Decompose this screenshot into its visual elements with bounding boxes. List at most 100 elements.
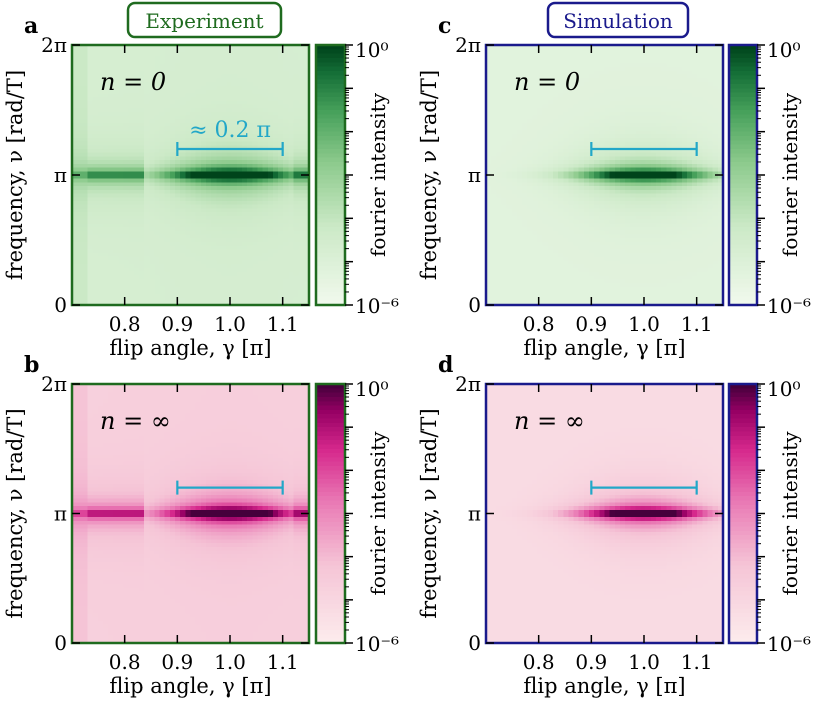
- heatmap-cell: [190, 156, 197, 161]
- heatmap-cell: [128, 561, 135, 566]
- heatmap-cell: [159, 435, 166, 441]
- heatmap-cell: [236, 111, 243, 117]
- heatmap-cell: [92, 67, 99, 72]
- heatmap-cell: [190, 108, 197, 113]
- heatmap-cell: [169, 230, 176, 236]
- heatmap-cell: [267, 186, 274, 191]
- heatmap-cell: [303, 171, 310, 176]
- heatmap-cell: [226, 163, 233, 169]
- heatmap-cell: [77, 506, 83, 511]
- heatmap-cell: [87, 111, 94, 117]
- heatmap-cell: [159, 290, 166, 295]
- heatmap-cell: [283, 119, 289, 124]
- heatmap-cell: [216, 67, 223, 72]
- heatmap-cell: [154, 279, 161, 284]
- heatmap-cell: [77, 275, 83, 280]
- heatmap-cell: [144, 606, 150, 611]
- heatmap-cell: [175, 204, 181, 210]
- heatmap-cell: [144, 238, 150, 243]
- heatmap-cell: [226, 267, 233, 273]
- heatmap-cell: [133, 48, 140, 54]
- heatmap-cell: [149, 245, 156, 250]
- heatmap-cell: [113, 130, 119, 135]
- heatmap-cell: [221, 130, 228, 135]
- heatmap-cell: [288, 238, 295, 243]
- heatmap-cell: [159, 126, 166, 132]
- heatmap-cell: [123, 67, 130, 72]
- heatmap-cell: [278, 256, 284, 262]
- heatmap-cell: [97, 428, 104, 433]
- heatmap-cell: [72, 219, 78, 224]
- heatmap-cell: [108, 557, 114, 563]
- heatmap-cell: [211, 234, 217, 239]
- heatmap-cell: [123, 554, 130, 559]
- heatmap-cell: [221, 115, 228, 120]
- heatmap-cell: [272, 230, 279, 236]
- heatmap-cell: [303, 253, 310, 258]
- heatmap-cell: [154, 458, 161, 463]
- heatmap-cell: [118, 398, 125, 404]
- heatmap-cell: [72, 186, 78, 191]
- heatmap-cell: [154, 439, 161, 444]
- heatmap-cell: [133, 509, 140, 515]
- heatmap-cell: [231, 156, 238, 161]
- heatmap-cell: [205, 234, 212, 239]
- heatmap-cell: [92, 78, 99, 83]
- heatmap-cell: [138, 126, 145, 132]
- heatmap-cell: [154, 163, 161, 169]
- heatmap-cell: [159, 524, 166, 529]
- heatmap-cell: [242, 186, 248, 191]
- heatmap-cell: [87, 602, 94, 607]
- heatmap-cell: [278, 156, 284, 161]
- heatmap-cell: [123, 495, 130, 500]
- heatmap-cell: [226, 85, 233, 91]
- heatmap-cell: [108, 89, 114, 94]
- heatmap-cell: [164, 598, 171, 603]
- heatmap-cell: [247, 111, 253, 117]
- heatmap-cell: [159, 137, 166, 143]
- heatmap-cell: [72, 85, 78, 91]
- heatmap-cell: [236, 104, 243, 109]
- heatmap-cell: [164, 458, 171, 463]
- heatmap-cell: [226, 156, 233, 161]
- heatmap-cell: [82, 543, 89, 548]
- heatmap-cell: [118, 513, 125, 518]
- heatmap-cell: [123, 59, 130, 65]
- heatmap-cell: [144, 483, 150, 489]
- heatmap-cell: [92, 413, 99, 418]
- heatmap-cell: [226, 119, 233, 124]
- heatmap-cell: [133, 435, 140, 441]
- heatmap-cell: [154, 59, 161, 65]
- heatmap-cell: [298, 78, 305, 83]
- heatmap-cell: [113, 175, 119, 180]
- heatmap-cell: [128, 223, 135, 228]
- heatmap-cell: [133, 52, 140, 57]
- heatmap-cell: [185, 249, 192, 254]
- heatmap-cell: [82, 639, 89, 644]
- heatmap-cell: [257, 227, 264, 232]
- heatmap-cell: [97, 594, 104, 600]
- heatmap-cell: [144, 145, 150, 150]
- heatmap-cell: [108, 93, 114, 98]
- heatmap-cell: [97, 260, 104, 265]
- heatmap-cell: [288, 89, 295, 94]
- heatmap-cell: [87, 71, 94, 76]
- heatmap-cell: [102, 606, 109, 611]
- heatmap-cell: [159, 391, 166, 396]
- heatmap-cell: [221, 63, 228, 68]
- heatmap-cell: [92, 454, 99, 459]
- heatmap-cell: [272, 152, 279, 158]
- heatmap-cell: [128, 230, 135, 236]
- heatmap-cell: [138, 409, 145, 415]
- heatmap-cell: [169, 495, 176, 500]
- heatmap-cell: [190, 171, 197, 176]
- heatmap-cell: [128, 163, 135, 169]
- heatmap-cell: [180, 461, 186, 466]
- heatmap-cell: [154, 631, 161, 637]
- heatmap-cell: [159, 141, 166, 146]
- heatmap-cell: [87, 498, 94, 503]
- heatmap-cell: [118, 267, 125, 273]
- heatmap-cell: [211, 241, 217, 247]
- heatmap-cell: [231, 249, 238, 254]
- heatmap-cell: [293, 48, 300, 54]
